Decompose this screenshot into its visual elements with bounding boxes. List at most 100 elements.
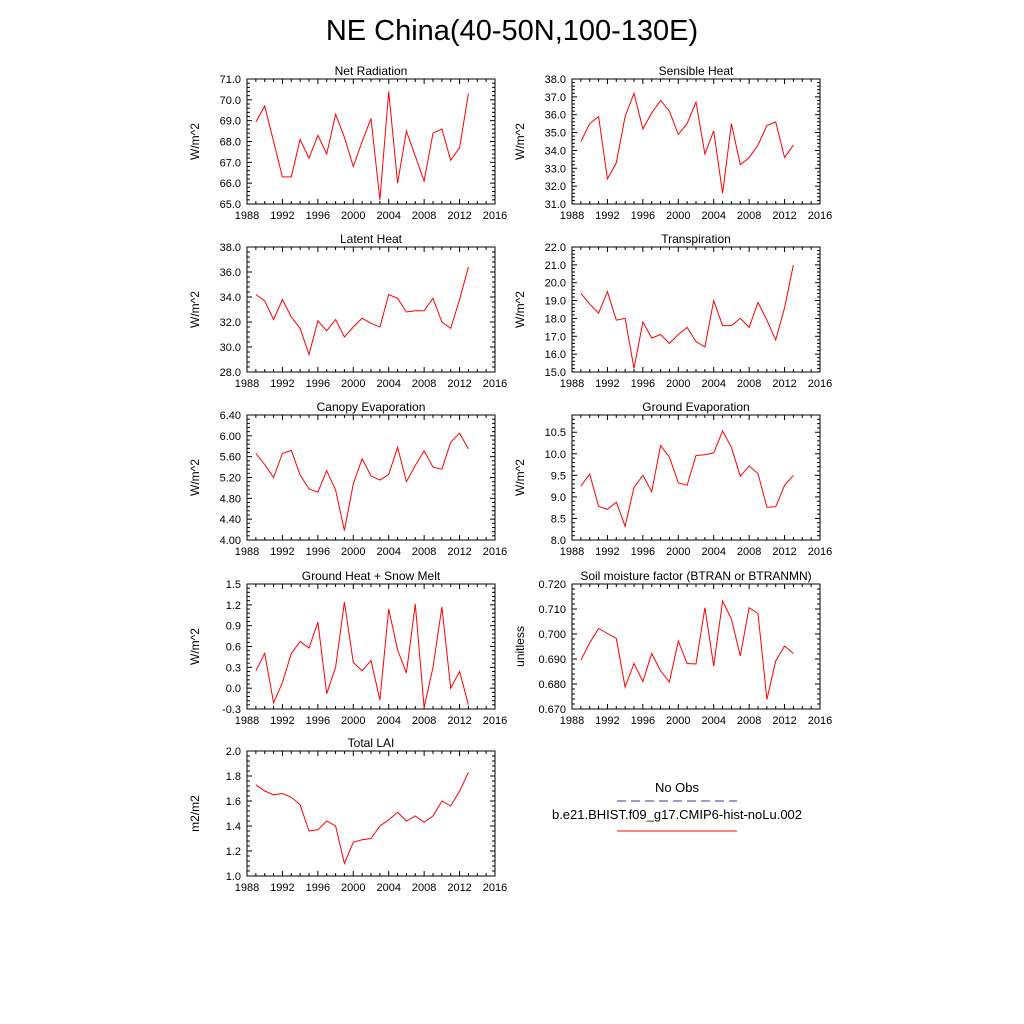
y-tick-label: -0.3 [222,704,241,716]
x-tick-label: 2004 [376,378,400,390]
x-tick-label: 2004 [701,715,725,727]
series-line [580,429,794,528]
x-tick-label: 2008 [737,546,761,558]
panel-title: Sensible Heat [659,64,734,78]
x-tick-label: 1996 [631,715,655,727]
y-tick-label: 65.0 [220,199,241,211]
y-tick-label: 0.9 [226,621,241,633]
x-tick-label: 1988 [560,210,584,222]
x-tick-label: 1996 [306,546,330,558]
x-tick-label: 1988 [235,715,259,727]
legend-model-label: b.e21.BHIST.f09_g17.CMIP6-hist-noLu.002 [552,807,802,822]
series-line [580,264,794,369]
panel-title: Ground Evaporation [642,400,749,414]
y-tick-label: 4.40 [220,514,241,526]
y-tick-label: 0.670 [538,704,566,716]
panel-title: Total LAI [348,736,395,750]
y-tick-label: 8.0 [551,535,566,547]
panel-latent-heat: Latent Heat W/m^2 1988 1992 1996 2000 2004 2008… [188,232,507,390]
series-line [255,266,469,357]
panel-ground-evaporation: Ground Evaporation W/m^2 1988 1992 1996 2000 2… [513,400,832,558]
panel-canopy-evaporation: Canopy Evaporation W/m^2 1988 1992 1996 2000 2… [188,400,507,558]
x-tick-label: 2008 [412,546,436,558]
panel-title: Net Radiation [335,64,408,78]
y-tick-label: 19.0 [545,296,566,308]
x-tick-label: 2012 [447,210,471,222]
y-tick-label: 6.00 [220,431,241,443]
y-tick-label: 70.0 [220,95,241,107]
y-tick-label: 10.5 [545,427,566,439]
y-tick-label: 0.6 [226,642,241,654]
x-tick-label: 1992 [595,210,619,222]
x-tick-label: 1988 [235,546,259,558]
y-axis-label: W/m^2 [188,123,202,160]
x-tick-label: 2008 [412,882,436,894]
x-tick-label: 1992 [270,378,294,390]
x-tick-label: 1988 [235,210,259,222]
x-tick-label: 2012 [772,378,796,390]
y-tick-label: 36.0 [220,267,241,279]
y-tick-label: 8.5 [551,513,566,525]
x-tick-label: 2004 [701,378,725,390]
x-tick-label: 1996 [631,210,655,222]
panel-transpiration: Transpiration W/m^2 1988 1992 1996 2000 2004 20… [513,232,832,390]
x-tick-label: 2000 [341,378,365,390]
y-tick-label: 31.0 [545,199,566,211]
x-tick-label: 2008 [412,378,436,390]
x-tick-label: 1988 [560,378,584,390]
y-tick-label: 1.4 [226,821,241,833]
panels: Net Radiation W/m^2 1988 1992 1996 2000 2004 20… [188,64,832,894]
y-tick-label: 36.0 [545,110,566,122]
x-tick-label: 1988 [235,378,259,390]
y-axis-label: W/m^2 [513,291,527,328]
x-tick-label: 2000 [341,715,365,727]
x-tick-label: 2000 [341,546,365,558]
y-tick-label: 0.700 [538,629,566,641]
series-line [255,602,469,708]
y-axis-label: W/m^2 [513,123,527,160]
y-tick-label: 38.0 [545,74,566,86]
x-tick-label: 1992 [270,210,294,222]
x-tick-label: 2004 [376,715,400,727]
y-tick-label: 30.0 [220,342,241,354]
y-tick-label: 1.5 [226,579,241,591]
y-axis-label: W/m^2 [188,291,202,328]
x-tick-label: 1992 [270,882,294,894]
x-tick-label: 1992 [270,715,294,727]
y-tick-label: 0.680 [538,679,566,691]
panel-soil-moisture-factor-btran-or-btranmn: Soil moisture factor (BTRAN or BTRANMN) u… [513,569,832,727]
y-tick-label: 1.6 [226,796,241,808]
x-tick-label: 2012 [447,715,471,727]
x-tick-label: 2000 [341,882,365,894]
y-tick-label: 1.0 [226,871,241,883]
y-tick-label: 17.0 [545,331,566,343]
y-tick-label: 34.0 [220,292,241,304]
y-tick-label: 21.0 [545,260,566,272]
x-tick-label: 2008 [737,378,761,390]
x-tick-label: 2012 [447,546,471,558]
y-axis-label: m2/m2 [188,795,202,832]
y-axis-label: W/m^2 [188,628,202,665]
y-tick-label: 16.0 [545,349,566,361]
y-tick-label: 37.0 [545,92,566,104]
y-tick-label: 2.0 [226,746,241,758]
y-axis-label: unitless [513,626,527,667]
x-tick-label: 2000 [666,715,690,727]
series-line [255,91,469,200]
y-tick-label: 10.0 [545,449,566,461]
series-line [255,432,469,531]
x-tick-label: 2016 [483,546,507,558]
x-tick-label: 2000 [666,210,690,222]
x-tick-label: 1996 [631,378,655,390]
panel-title: Transpiration [661,232,731,246]
y-tick-label: 22.0 [545,242,566,254]
x-tick-label: 1988 [235,882,259,894]
y-tick-label: 5.20 [220,473,241,485]
x-tick-label: 1996 [306,715,330,727]
x-tick-label: 2012 [447,882,471,894]
panel-total-lai: Total LAI m2/m2 1988 1992 1996 2000 2004 2008 20… [188,736,507,894]
x-tick-label: 1992 [595,378,619,390]
x-tick-label: 2000 [341,210,365,222]
x-tick-label: 2016 [808,210,832,222]
